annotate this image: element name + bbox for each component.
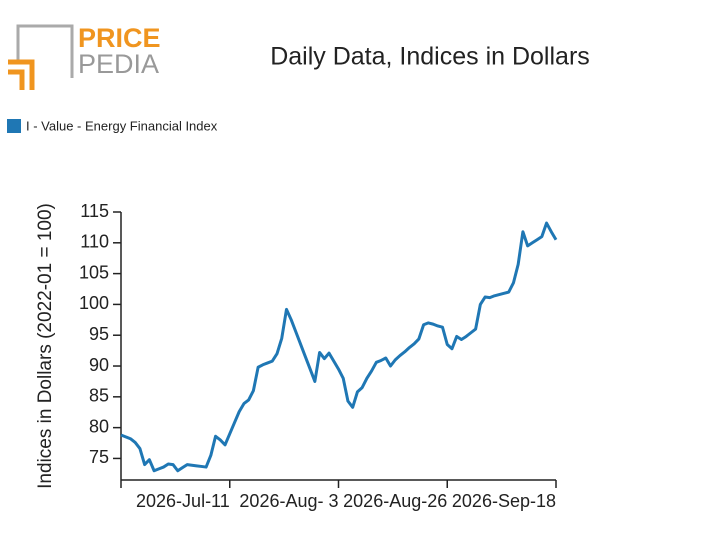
chart-title: Daily Data, Indices in Dollars — [270, 43, 590, 71]
y-tick-label: 80 — [89, 416, 109, 436]
logo-mark — [8, 69, 25, 90]
logo-mark — [8, 59, 35, 90]
y-tick-label: 90 — [89, 355, 109, 375]
y-axis-label: Indices in Dollars (2022-01 = 100) — [35, 203, 56, 489]
y-tick-label: 110 — [80, 232, 109, 252]
y-tick-label: 100 — [79, 293, 109, 313]
x-tick-label: 2026-Aug- 3 — [239, 491, 338, 511]
y-tick-label: 75 — [89, 447, 109, 467]
legend-swatch — [7, 119, 21, 133]
legend-label: I - Value - Energy Financial Index — [26, 118, 218, 133]
series-line — [120, 221, 558, 473]
y-tick-label: 115 — [80, 201, 109, 221]
logo-text: PRICE — [78, 23, 161, 53]
y-tick-label: 85 — [89, 386, 109, 406]
x-tick-label: 2026-Jul-11 — [136, 491, 230, 511]
logo: PRICE PEDIA — [8, 23, 161, 90]
logo-text: PEDIA — [78, 49, 159, 79]
logo-frame — [16, 24, 74, 78]
y-tick-label: 95 — [89, 324, 109, 344]
x-tick-label: 2026-Aug-26 — [343, 491, 447, 511]
x-tick-label: 2026-Sep-18 — [452, 491, 556, 511]
y-tick-label: 105 — [79, 262, 109, 282]
